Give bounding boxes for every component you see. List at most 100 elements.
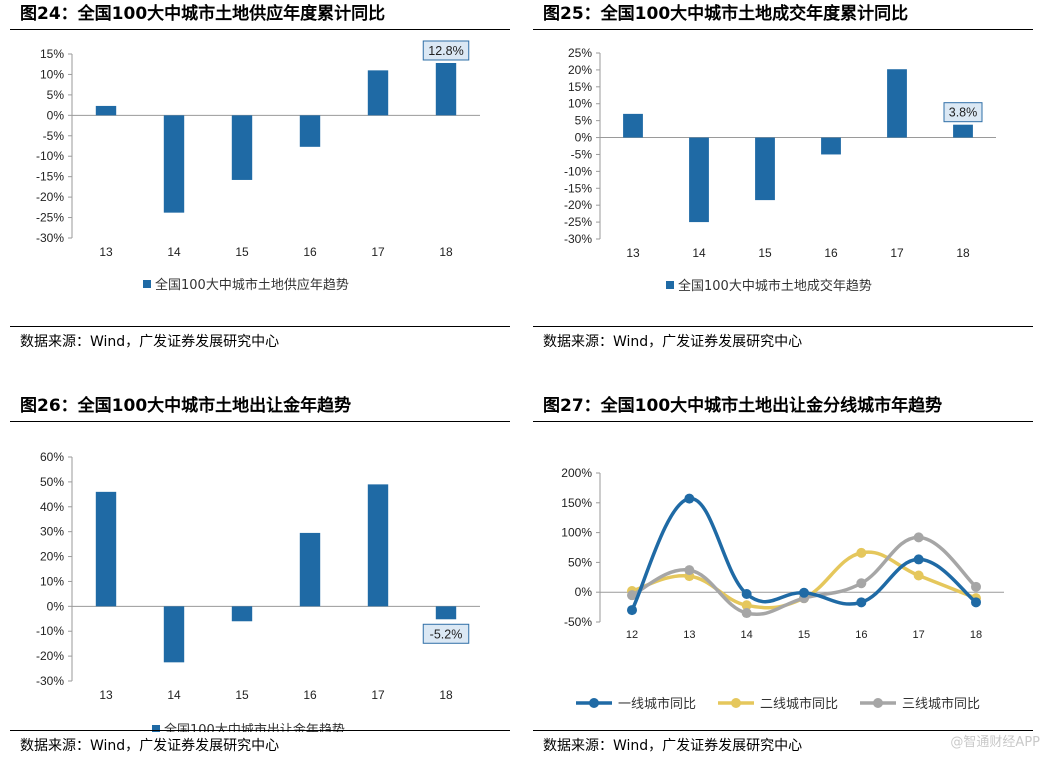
bar-16 <box>299 532 321 607</box>
bar-18 <box>435 62 457 116</box>
x-tick-label: 13 <box>626 246 640 260</box>
data-point-tier2-16 <box>856 547 867 558</box>
legend-label: 全国100大中城市土地供应年趋势 <box>155 277 349 293</box>
x-tick-label: 16 <box>303 688 317 702</box>
data-point-tier1-17 <box>913 554 924 565</box>
x-tick-label: 15 <box>798 629 810 641</box>
bar-chart-land-supply: 15% 10% 5% 0% -5% -10% -15% -20% -25% -30% 13 14 15 1… <box>36 40 480 293</box>
legend-swatch <box>152 725 160 732</box>
chart-panel-26: 图26：全国100大中城市土地出让金年趋势 60% 50% 40% 30% 20% 10%… <box>10 392 510 762</box>
data-point-tier3-17 <box>913 532 924 543</box>
bar-13 <box>95 491 117 607</box>
x-tick-label: 14 <box>741 629 753 641</box>
y-tick-label: 0% <box>47 599 65 613</box>
y-tick-label: -20% <box>36 190 64 204</box>
y-tick-label: 50% <box>568 555 592 569</box>
value-callout-box <box>422 40 470 61</box>
bar-13 <box>95 105 117 116</box>
x-tick-label: 17 <box>371 688 385 702</box>
y-tick-label: 25% <box>568 46 592 60</box>
data-point-tier1-18 <box>971 597 981 608</box>
bar-18 <box>953 124 973 138</box>
data-point-tier1-13 <box>684 493 695 504</box>
legend-label: 二线城市同比 <box>760 696 838 712</box>
chart-title: 图24：全国100大中城市土地供应年度累计同比 <box>10 0 510 30</box>
y-tick-label: -30% <box>36 231 64 245</box>
y-tick-label: -20% <box>564 198 592 212</box>
y-tick-label: -25% <box>564 215 592 229</box>
y-tick-label: -10% <box>564 164 592 178</box>
x-tick-label: 18 <box>439 688 453 702</box>
data-point-tier1-12 <box>627 605 637 616</box>
y-tick-label: 15% <box>40 47 64 61</box>
y-tick-label: 30% <box>40 525 64 539</box>
y-tick-label: 0% <box>575 585 593 599</box>
legend-marker <box>873 698 883 708</box>
line-chart-tier-premium: 200% 150% 100% 50% 0% -50% 12 13 14 15 16 17 18 一线城市同… <box>561 466 1004 712</box>
x-tick-label: 17 <box>371 245 385 259</box>
chart-panel-27: 图27：全国100大中城市土地出让金分线城市年趋势 200% 15 0% 100% 50… <box>533 392 1033 762</box>
y-tick-label: -10% <box>36 624 64 638</box>
x-tick-label: 17 <box>913 629 925 641</box>
x-tick-label: 13 <box>683 629 695 641</box>
bar-15 <box>231 115 253 180</box>
x-tick-label: 17 <box>890 246 904 260</box>
y-tick-label: -10% <box>36 149 64 163</box>
x-tick-label: 18 <box>970 629 982 641</box>
y-tick-label: 50% <box>40 475 64 489</box>
data-point-tier3-12 <box>627 590 637 601</box>
data-source-note: 数据来源：Wind，广发证券发展研究中心 <box>10 326 510 356</box>
legend-marker <box>731 698 741 708</box>
legend-swatch <box>666 281 674 289</box>
x-tick-label: 12 <box>626 629 638 641</box>
x-tick-label: 16 <box>855 629 867 641</box>
x-tick-label: 16 <box>824 246 838 260</box>
bar-chart-land-premium: 60% 50% 40% 30% 20% 10% 0% -10% -20% -30% 13 14 15 16… <box>36 450 480 732</box>
watermark: @智通财经APP <box>950 735 1040 750</box>
y-tick-label: 0% <box>47 108 65 122</box>
x-tick-label: 18 <box>956 246 970 260</box>
y-tick-label: -30% <box>564 232 592 246</box>
y-tick-label: 100% <box>561 526 592 540</box>
y-tick-label: -15% <box>564 181 592 195</box>
x-tick-label: 14 <box>167 245 181 259</box>
y-tick-label: 15% <box>568 80 592 94</box>
x-tick-label: 15 <box>758 246 772 260</box>
y-tick-label: -5% <box>43 129 65 143</box>
x-tick-label: 13 <box>99 688 113 702</box>
x-tick-label: 14 <box>692 246 706 260</box>
x-tick-label: 16 <box>303 245 317 259</box>
bar-13 <box>623 113 643 138</box>
x-tick-label: 13 <box>99 245 113 259</box>
value-callout-label: 3.8% <box>949 106 978 120</box>
data-point-tier3-18 <box>971 581 981 592</box>
y-tick-label: 5% <box>575 114 593 128</box>
bar-17 <box>367 484 389 607</box>
chart-title: 图27：全国100大中城市土地出让金分线城市年趋势 <box>533 392 1033 422</box>
value-callout-box <box>422 623 470 644</box>
y-tick-label: 200% <box>561 466 592 480</box>
legend-label: 三线城市同比 <box>902 696 980 712</box>
y-tick-label: 20% <box>40 550 64 564</box>
bar-15 <box>231 606 253 622</box>
value-callout-label: -5.2% <box>430 627 463 641</box>
data-source-note: 数据来源：Wind，广发证券发展研究中心 <box>533 730 1033 760</box>
y-tick-label: 10% <box>40 67 64 81</box>
chart-title: 图26：全国100大中城市土地出让金年趋势 <box>10 392 510 422</box>
data-point-tier2-14 <box>741 600 752 611</box>
legend-swatch <box>143 280 151 288</box>
data-point-tier2-17 <box>913 570 924 581</box>
chart-panel-25: 图25：全国100大中城市土地成交年度累计同比 25% 20% 15% 10% 5% 0%… <box>533 0 1033 372</box>
data-point-tier1-14 <box>741 588 752 599</box>
y-tick-label: -25% <box>36 211 64 225</box>
y-tick-label: -5% <box>571 147 593 161</box>
data-point-tier1-16 <box>856 597 867 608</box>
chart-panel-24: 图24：全国100大中城市土地供应年度累计同比 15% 10% 5% 0% -5% -10… <box>10 0 510 372</box>
value-callout-box <box>943 102 983 123</box>
bar-16 <box>299 115 321 147</box>
x-tick-label: 14 <box>167 688 181 702</box>
chart-title: 图25：全国100大中城市土地成交年度累计同比 <box>533 0 1033 30</box>
data-source-note: 数据来源：Wind，广发证券发展研究中心 <box>10 730 510 760</box>
bar-14 <box>163 115 185 213</box>
y-tick-label: -30% <box>36 674 64 688</box>
